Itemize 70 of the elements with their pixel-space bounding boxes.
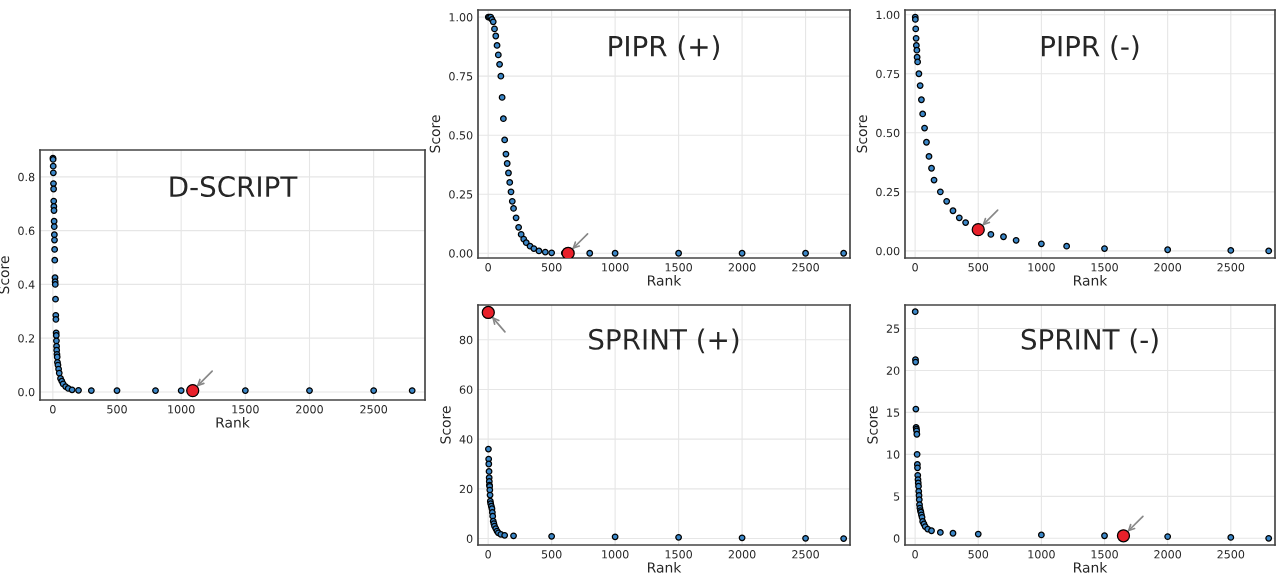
x-tick-label: 0: [485, 550, 491, 559]
y-tick-label: 0.0: [18, 387, 35, 397]
y-tick-label: 0.25: [876, 187, 900, 197]
y-tick-label: 10: [887, 450, 900, 459]
y-tick-label: 0: [893, 534, 900, 543]
x-tick-label: 1000: [1028, 263, 1055, 272]
x-tick-label: 2500: [1217, 263, 1245, 272]
x-tick-label: 500: [541, 263, 562, 272]
x-tick-label: 2500: [1217, 550, 1245, 559]
x-tick-label: 1000: [168, 405, 195, 414]
x-tick-label: 2000: [1154, 263, 1182, 272]
y-tick-label: 15: [887, 408, 900, 417]
y-tick-label: 1.00: [876, 10, 900, 20]
x-axis-title: Rank: [1074, 562, 1108, 573]
x-tick-label: 1500: [665, 263, 692, 272]
y-tick-label: 0.75: [876, 69, 900, 79]
y-tick-label: 0.2: [18, 334, 35, 343]
y-tick-label: 60: [459, 385, 473, 394]
y-axis-title: Score: [429, 115, 441, 153]
x-tick-label: 1500: [665, 550, 692, 559]
y-tick-label: 0: [466, 534, 473, 543]
y-tick-label: 25: [886, 324, 900, 333]
x-tick-label: 0: [912, 263, 918, 272]
text: PIPR (-): [1041, 35, 1139, 60]
x-tick-label: 1500: [1091, 263, 1118, 272]
text: SPRINT (-): [1021, 328, 1158, 354]
x-tick-label: 2500: [792, 263, 819, 272]
y-tick-label: 20: [886, 366, 900, 375]
y-axis-title: Score: [856, 115, 868, 153]
x-tick-label: 2000: [1154, 550, 1182, 559]
y-tick-label: 1.00: [449, 13, 473, 22]
y-tick-label: 0.25: [449, 190, 473, 199]
y-axis-title: Score: [440, 406, 451, 444]
y-tick-label: 80: [459, 335, 473, 345]
y-tick-label: 0.00: [876, 246, 900, 256]
y-tick-label: 0.50: [449, 131, 473, 140]
y-tick-label: 0.8: [18, 172, 35, 182]
y-tick-label: 5: [893, 492, 900, 501]
x-tick-label: 0: [485, 263, 491, 272]
x-tick-label: 500: [541, 550, 562, 559]
x-tick-label: 2500: [360, 405, 388, 414]
x-tick-label: 1000: [602, 263, 629, 272]
y-tick-label: 0.50: [876, 128, 900, 138]
x-tick-label: 500: [107, 405, 127, 414]
x-tick-label: 1500: [232, 405, 259, 414]
x-tick-label: 2500: [792, 550, 819, 559]
x-tick-label: 0: [50, 405, 56, 414]
y-tick-label: 0.4: [18, 280, 35, 289]
x-tick-label: 0: [912, 550, 918, 559]
y-tick-label: 0.6: [18, 226, 35, 236]
text: SPRINT (+): [589, 328, 739, 354]
text: PIPR (+): [609, 35, 719, 60]
x-tick-label: 1500: [1091, 550, 1118, 559]
y-tick-label: 40: [459, 435, 473, 444]
y-tick-label: 0.75: [449, 72, 473, 81]
x-axis-title: Rank: [1074, 275, 1108, 286]
x-tick-label: 500: [968, 550, 989, 559]
x-axis-title: Rank: [648, 562, 682, 573]
x-tick-label: 2000: [728, 263, 756, 272]
x-tick-label: 1000: [602, 550, 629, 559]
x-axis-title: Rank: [216, 417, 250, 428]
x-tick-label: 500: [968, 263, 989, 272]
text: D-SCRIPT: [170, 176, 298, 198]
y-tick-label: 0.00: [449, 249, 473, 258]
y-axis-title: Score: [867, 406, 878, 444]
x-tick-label: 2000: [728, 550, 756, 559]
x-axis-title: Rank: [648, 275, 682, 286]
x-tick-label: 2000: [296, 405, 323, 414]
x-tick-label: 1000: [1028, 550, 1055, 559]
y-tick-label: 20: [459, 484, 473, 494]
